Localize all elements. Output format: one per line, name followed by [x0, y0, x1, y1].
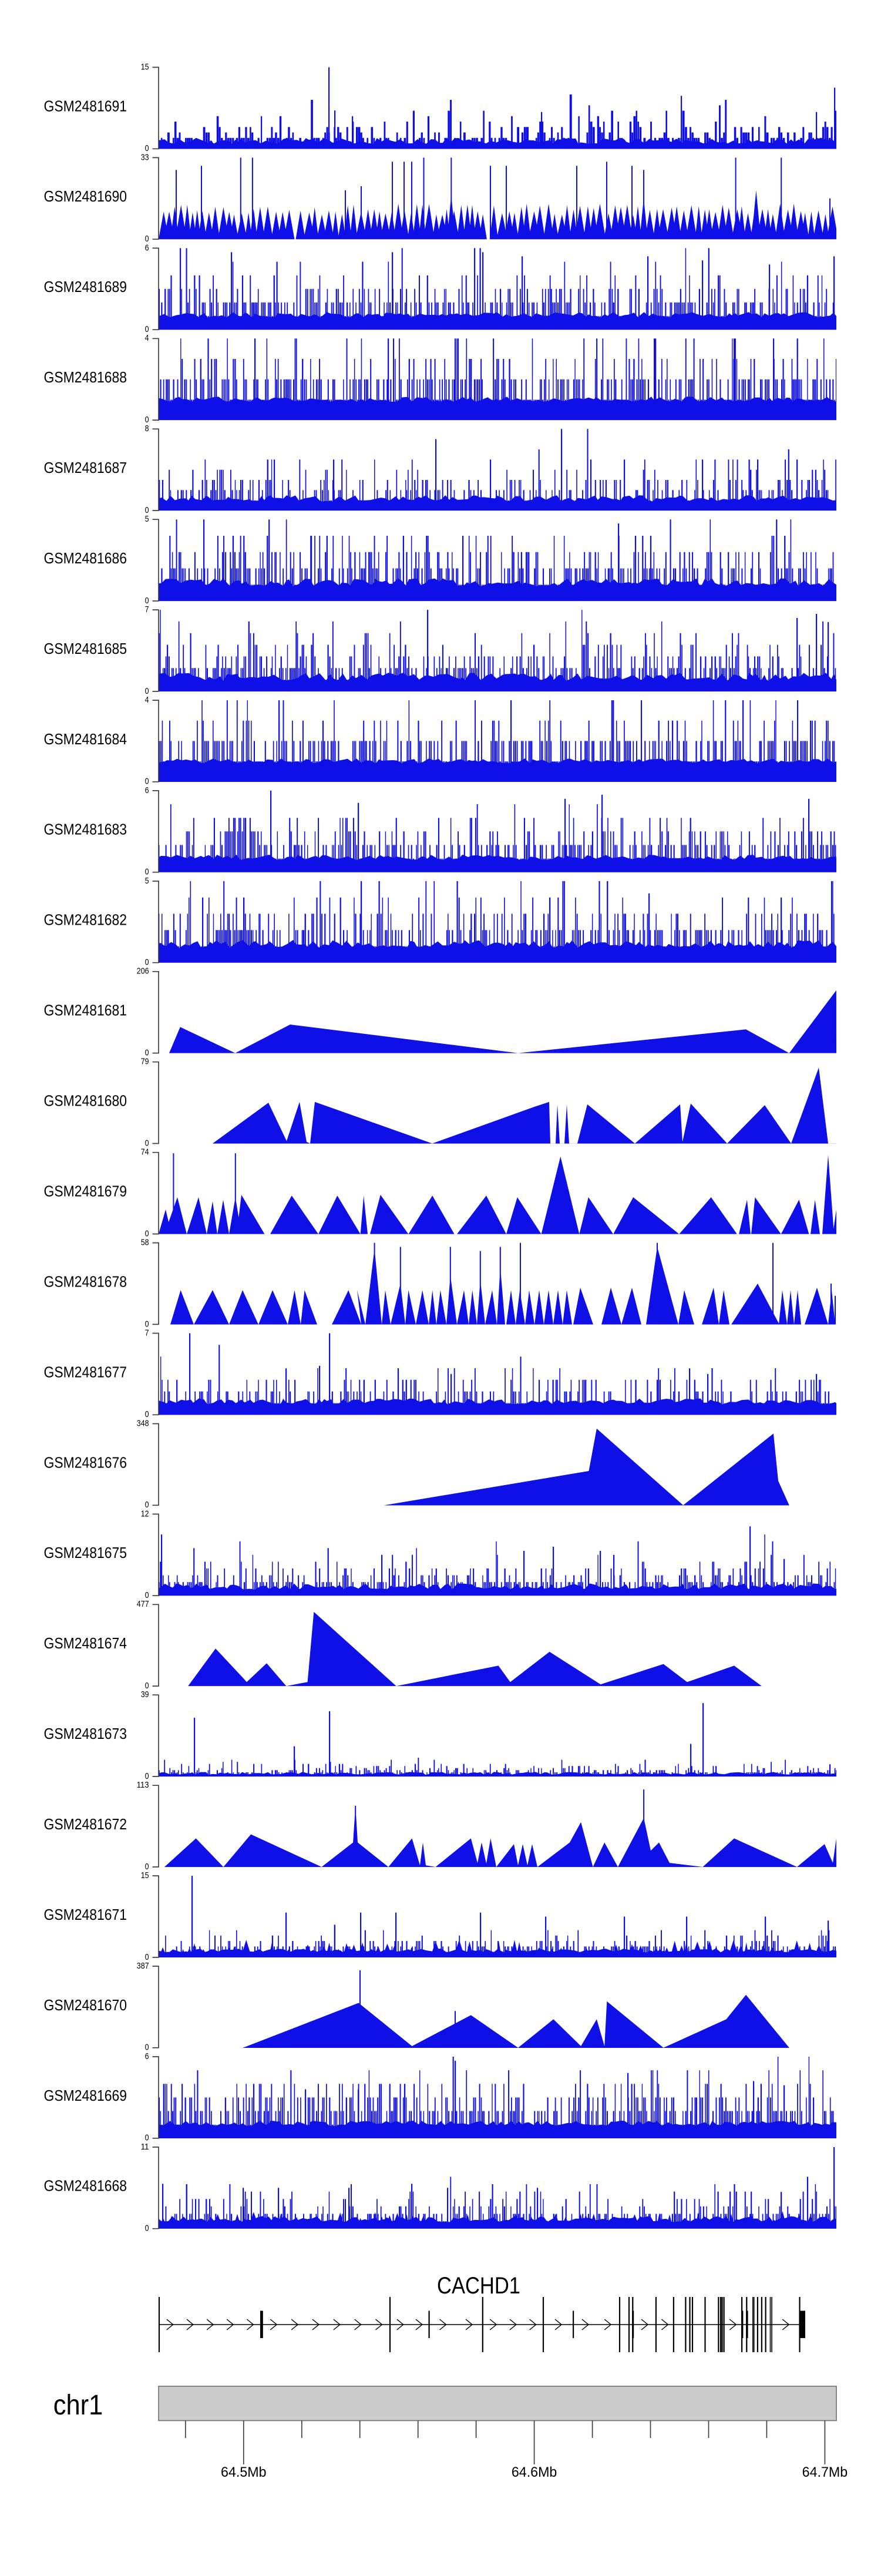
svg-text:8: 8 [145, 424, 149, 434]
svg-text:0: 0 [145, 415, 149, 425]
svg-text:GSM2481673: GSM2481673 [44, 1726, 127, 1742]
svg-text:6: 6 [145, 2052, 149, 2061]
svg-text:0: 0 [145, 506, 149, 515]
svg-text:0: 0 [145, 596, 149, 606]
svg-text:6: 6 [145, 786, 149, 795]
svg-text:GSM2481683: GSM2481683 [44, 822, 127, 838]
svg-text:15: 15 [141, 62, 149, 72]
svg-text:chr1: chr1 [53, 2390, 103, 2421]
svg-text:GSM2481674: GSM2481674 [44, 1635, 127, 1652]
svg-text:GSM2481687: GSM2481687 [44, 460, 127, 476]
svg-text:0: 0 [145, 234, 149, 244]
svg-text:GSM2481669: GSM2481669 [44, 2088, 127, 2104]
svg-text:GSM2481682: GSM2481682 [44, 912, 127, 929]
svg-text:GSM2481679: GSM2481679 [44, 1184, 127, 1200]
svg-text:74: 74 [141, 1148, 149, 1157]
svg-text:GSM2481675: GSM2481675 [44, 1545, 127, 1561]
svg-text:4: 4 [145, 696, 149, 705]
svg-text:0: 0 [145, 1772, 149, 1781]
svg-text:GSM2481691: GSM2481691 [44, 98, 127, 115]
svg-text:0: 0 [145, 144, 149, 153]
svg-text:0: 0 [145, 1229, 149, 1238]
svg-text:0: 0 [145, 868, 149, 877]
svg-text:0: 0 [145, 958, 149, 968]
svg-text:GSM2481681: GSM2481681 [44, 1003, 127, 1019]
svg-text:7: 7 [145, 1328, 149, 1338]
svg-text:GSM2481677: GSM2481677 [44, 1364, 127, 1381]
svg-text:0: 0 [145, 1049, 149, 1058]
svg-text:113: 113 [137, 1781, 149, 1790]
svg-text:0: 0 [145, 1410, 149, 1419]
svg-text:58: 58 [141, 1238, 149, 1248]
svg-text:GSM2481688: GSM2481688 [44, 370, 127, 386]
svg-text:GSM2481676: GSM2481676 [44, 1455, 127, 1471]
svg-text:0: 0 [145, 1681, 149, 1691]
svg-text:64.7Mb: 64.7Mb [802, 2464, 848, 2480]
svg-text:7: 7 [145, 605, 149, 614]
svg-text:0: 0 [145, 2134, 149, 2143]
svg-text:GSM2481680: GSM2481680 [44, 1093, 127, 1110]
svg-text:0: 0 [145, 1953, 149, 1962]
svg-text:GSM2481689: GSM2481689 [44, 279, 127, 295]
svg-text:33: 33 [141, 153, 149, 162]
svg-text:0: 0 [145, 2224, 149, 2234]
svg-text:GSM2481684: GSM2481684 [44, 731, 127, 748]
svg-text:12: 12 [141, 1509, 149, 1519]
svg-text:GSM2481686: GSM2481686 [44, 550, 127, 567]
svg-text:0: 0 [145, 1591, 149, 1600]
svg-text:477: 477 [137, 1600, 149, 1609]
svg-text:5: 5 [145, 515, 149, 524]
svg-text:11: 11 [141, 2142, 149, 2152]
svg-text:4: 4 [145, 334, 149, 343]
svg-text:GSM2481672: GSM2481672 [44, 1816, 127, 1833]
svg-text:15: 15 [141, 1871, 149, 1880]
svg-text:64.5Mb: 64.5Mb [221, 2464, 267, 2480]
svg-text:GSM2481678: GSM2481678 [44, 1274, 127, 1290]
svg-text:0: 0 [145, 1500, 149, 1510]
svg-text:GSM2481671: GSM2481671 [44, 1907, 127, 1923]
svg-text:64.6Mb: 64.6Mb [512, 2464, 557, 2480]
svg-text:0: 0 [145, 687, 149, 696]
svg-text:348: 348 [137, 1419, 149, 1428]
svg-text:0: 0 [145, 2043, 149, 2053]
svg-text:5: 5 [145, 876, 149, 886]
svg-text:CACHD1: CACHD1 [437, 2273, 520, 2299]
svg-text:0: 0 [145, 1862, 149, 1872]
svg-text:39: 39 [141, 1690, 149, 1700]
svg-text:GSM2481670: GSM2481670 [44, 1997, 127, 2014]
svg-text:387: 387 [137, 1962, 149, 1971]
svg-text:0: 0 [145, 777, 149, 787]
svg-text:GSM2481690: GSM2481690 [44, 189, 127, 205]
svg-text:0: 0 [145, 1319, 149, 1329]
svg-text:79: 79 [141, 1057, 149, 1067]
svg-text:206: 206 [137, 967, 149, 976]
svg-text:6: 6 [145, 243, 149, 253]
svg-text:GSM2481668: GSM2481668 [44, 2178, 127, 2195]
svg-text:0: 0 [145, 1138, 149, 1148]
svg-text:0: 0 [145, 325, 149, 334]
svg-text:GSM2481685: GSM2481685 [44, 641, 127, 657]
